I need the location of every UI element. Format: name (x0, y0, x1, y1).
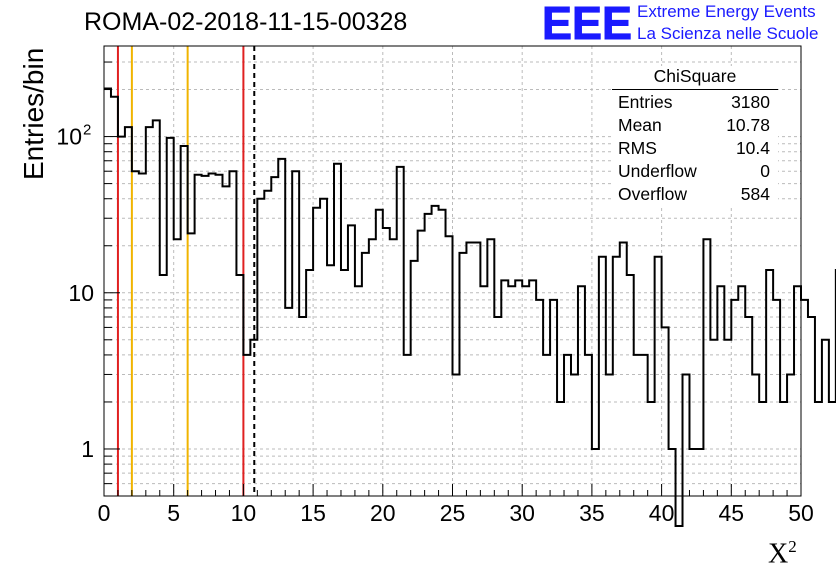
stats-value: 10.78 (726, 115, 770, 135)
x-tick-label: 20 (370, 500, 396, 526)
y-tick-label-exponent: 2 (83, 122, 91, 139)
x-tick-label: 15 (300, 500, 326, 526)
x-axis-label-base: X (768, 538, 789, 570)
x-tick-label: 50 (788, 500, 814, 526)
stats-value: 584 (740, 184, 770, 204)
reference-lines (116, 46, 256, 496)
stats-row-overflow: Overflow 584 (618, 184, 770, 206)
x-tick-label: 45 (719, 500, 745, 526)
stats-value: 0 (760, 161, 770, 181)
stats-divider (612, 89, 778, 90)
x-tick-label: 30 (509, 500, 535, 526)
stats-row-mean: Mean 10.78 (618, 115, 770, 137)
logo-line-1: Extreme Energy Events (637, 2, 816, 21)
stats-row-rms: RMS 10.4 (618, 138, 770, 160)
plot-frame (103, 45, 802, 497)
stats-title: ChiSquare (653, 66, 737, 86)
stats-box: ChiSquare Entries 3180 Mean 10.78 RMS 10… (612, 66, 778, 208)
x-axis-label: X2 (768, 537, 797, 570)
x-tick-label: 0 (98, 500, 111, 526)
logo-line-2: La Scienza nelle Scuole (637, 24, 819, 43)
x-tick-label: 10 (231, 500, 257, 526)
stats-value: 10.4 (735, 138, 770, 158)
stats-key: Underflow (618, 161, 697, 181)
stats-row-underflow: Underflow 0 (618, 161, 770, 183)
stats-row-entries: Entries 3180 (618, 92, 770, 114)
chart-title: ROMA-02-2018-11-15-00328 (84, 8, 408, 36)
y-axis-label: Entries/bin (18, 47, 49, 180)
stats-key: RMS (618, 138, 657, 158)
y-tick-label: 10 (68, 280, 94, 306)
y-tick-label: 1 (81, 436, 94, 462)
stats-key: Mean (618, 115, 662, 135)
stats-value: 3180 (731, 92, 770, 112)
x-tick-label: 40 (649, 500, 675, 526)
histogram-step-line (104, 87, 836, 527)
x-tick-labels: 0 5 10 15 20 25 30 35 40 45 50 (98, 500, 814, 526)
y-tick-label: 10 (56, 124, 82, 150)
x-tick-label: 25 (440, 500, 466, 526)
eee-logo: EEE (542, 2, 633, 42)
x-axis-label-superscript: 2 (788, 537, 797, 556)
logo-mark: EEE (542, 2, 632, 42)
x-tick-label: 5 (167, 500, 180, 526)
x-tick-label: 35 (579, 500, 605, 526)
stats-key: Entries (618, 92, 673, 112)
stats-key: Overflow (618, 184, 688, 204)
